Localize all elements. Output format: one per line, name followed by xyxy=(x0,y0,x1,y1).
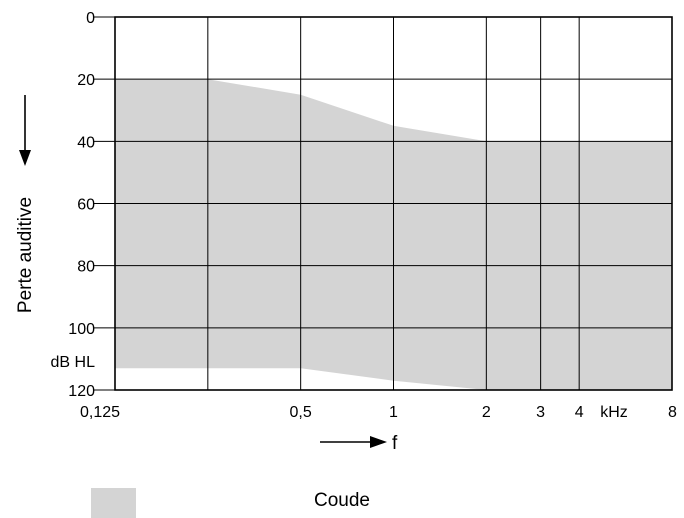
legend-swatch-coude xyxy=(91,488,136,518)
y-axis-label: Perte auditive xyxy=(15,197,36,313)
x-tick-label-2: 2 xyxy=(482,404,491,421)
y-tick-label-0: 0 xyxy=(86,10,95,27)
x-tick-label-4: 4 xyxy=(575,404,584,421)
x-axis-unit: kHz xyxy=(600,404,628,421)
tick-layer: 0 20 40 60 80 100 120 0,125 0,5 1 2 3 4 8 xyxy=(68,10,677,421)
x-tick-label-0-5: 0,5 xyxy=(290,404,312,421)
legend-label-coude: Coude xyxy=(314,490,370,511)
grid-layer xyxy=(93,16,673,391)
y-axis-arrow xyxy=(19,95,31,166)
y-tick-label-100: 100 xyxy=(68,321,95,338)
x-tick-label-0-125: 0,125 xyxy=(80,404,120,421)
y-tick-label-80: 80 xyxy=(77,259,95,276)
x-tick-label-3: 3 xyxy=(536,404,545,421)
x-axis-arrow xyxy=(320,436,387,448)
y-tick-label-20: 20 xyxy=(77,72,95,89)
x-tick-label-1: 1 xyxy=(389,404,398,421)
y-tick-label-60: 60 xyxy=(77,197,95,214)
x-axis-label: f xyxy=(392,433,398,454)
y-axis-unit: dB HL xyxy=(51,354,96,371)
y-tick-label-120: 120 xyxy=(68,383,95,400)
y-tick-label-40: 40 xyxy=(77,134,95,151)
x-tick-label-8: 8 xyxy=(668,404,677,421)
plot-frame xyxy=(114,16,673,391)
